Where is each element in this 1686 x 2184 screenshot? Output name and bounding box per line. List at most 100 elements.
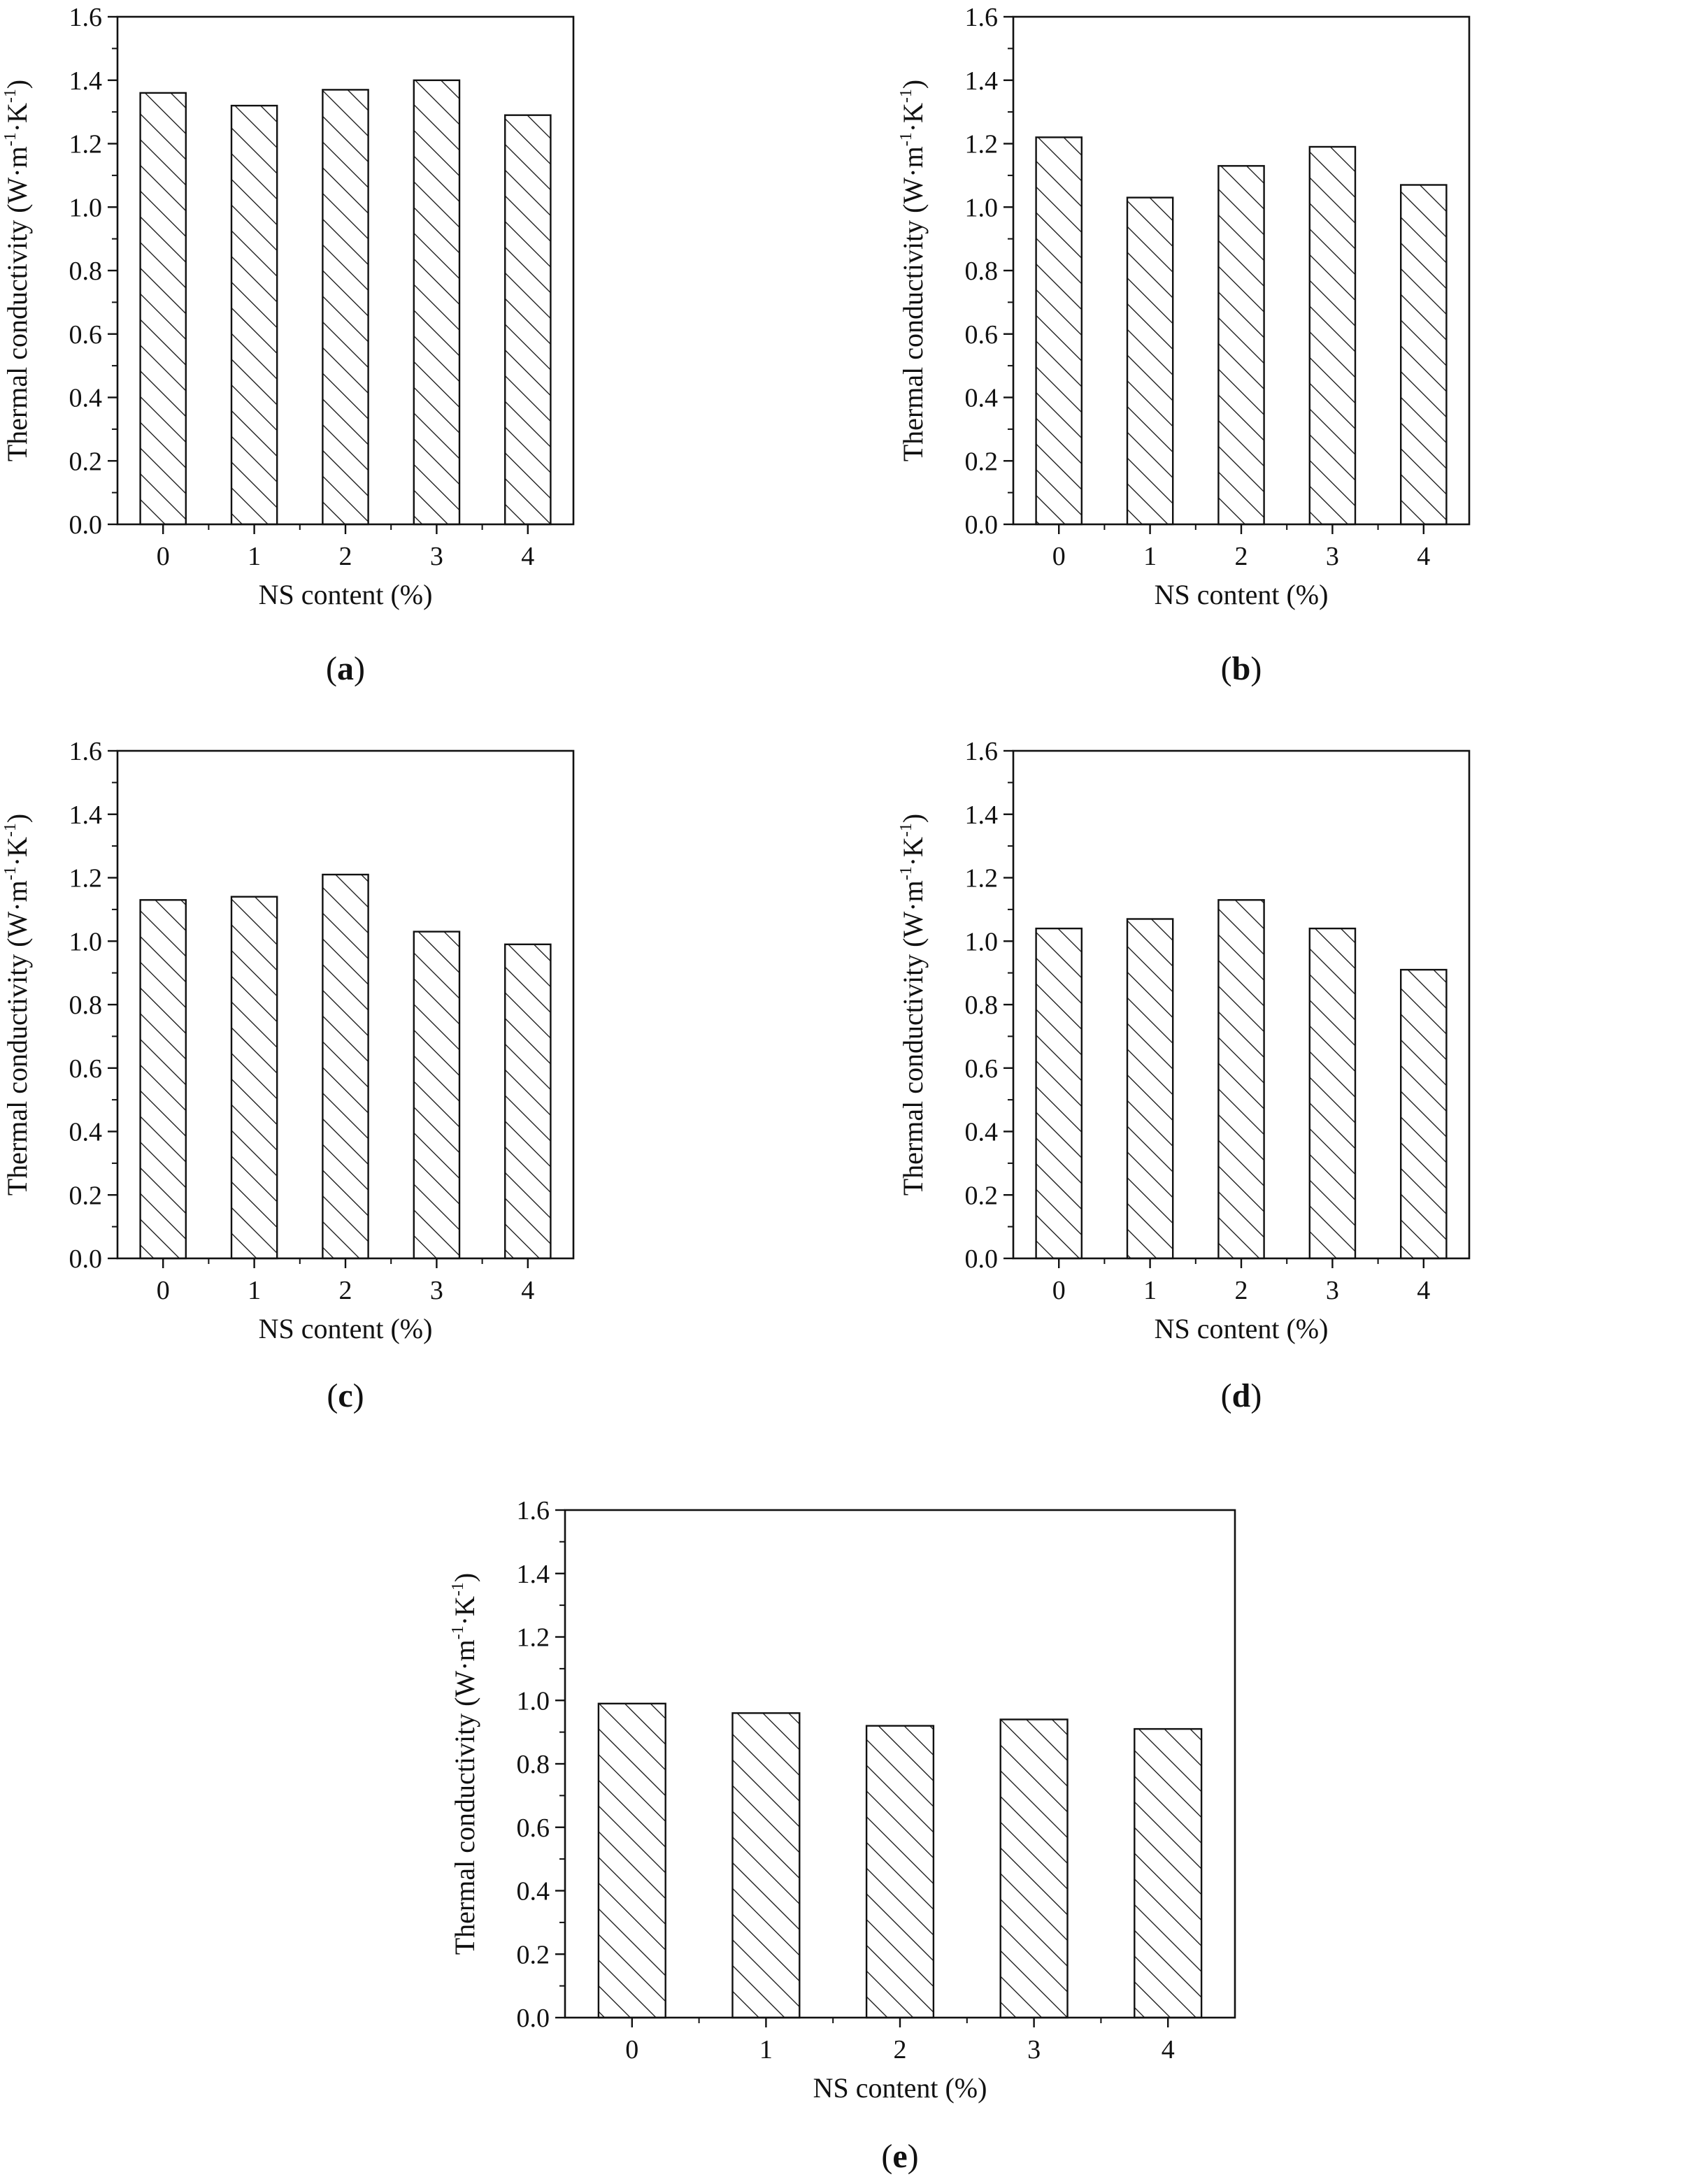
y-tick-label: 1.4 bbox=[69, 66, 103, 96]
y-tick-label: 0.0 bbox=[965, 1244, 999, 1274]
chart-panel-c: 0.0 0.2 0.4 0.6 0.8 1.0 1.2 1.4 1.6 0 1 2 3 4 NS conte… bbox=[1, 737, 575, 1414]
bar-4 bbox=[1134, 1727, 1203, 2019]
chart-panel-e: 0.0 0.2 0.4 0.6 0.8 1.0 1.2 1.4 1.6 0 1 2 3 4 NS conte… bbox=[449, 1496, 1236, 2175]
x-tick-label: 0 bbox=[157, 542, 170, 571]
x-tick-label: 2 bbox=[1235, 542, 1248, 571]
y-tick-label: 1.6 bbox=[69, 3, 103, 32]
x-tick-label: 2 bbox=[894, 2035, 907, 2064]
x-tick-label: 0 bbox=[625, 2035, 638, 2064]
y-tick-label: 1.2 bbox=[69, 130, 103, 159]
bar-4 bbox=[504, 943, 552, 1260]
x-axis-label: NS content (%) bbox=[259, 1313, 433, 1344]
x-tick-label: 0 bbox=[1052, 542, 1066, 571]
bar-2 bbox=[1217, 165, 1265, 526]
bar-3 bbox=[1308, 927, 1357, 1260]
x-tick-label: 4 bbox=[521, 542, 534, 571]
y-tick-label: 0.6 bbox=[517, 1813, 550, 1843]
x-axis-label: NS content (%) bbox=[1155, 579, 1329, 610]
x-tick-label: 3 bbox=[1326, 542, 1339, 571]
bar-4 bbox=[1399, 184, 1448, 526]
y-tick-label: 0.4 bbox=[965, 1118, 999, 1147]
y-tick-label: 1.0 bbox=[69, 927, 103, 956]
y-tick-label: 0.2 bbox=[965, 1181, 999, 1210]
y-tick-label: 0.4 bbox=[69, 1118, 103, 1147]
panel-label-d: (d) bbox=[1221, 1377, 1262, 1414]
y-tick-label: 0.2 bbox=[69, 1181, 103, 1210]
x-tick-label: 4 bbox=[521, 1276, 534, 1305]
y-tick-label: 1.0 bbox=[965, 927, 999, 956]
x-axis-label: NS content (%) bbox=[1155, 1313, 1329, 1344]
y-tick-label: 0.8 bbox=[965, 991, 999, 1020]
x-tick-label: 0 bbox=[1052, 1276, 1066, 1305]
bar-1 bbox=[1126, 918, 1174, 1260]
bar-3 bbox=[1308, 145, 1357, 526]
x-tick-label: 4 bbox=[1417, 1276, 1430, 1305]
chart-panel-b: 0.0 0.2 0.4 0.6 0.8 1.0 1.2 1.4 1.6 0 1 2 3 4 NS conte… bbox=[897, 3, 1471, 687]
x-tick-label: 2 bbox=[339, 542, 352, 571]
y-tick-label: 0.8 bbox=[517, 1750, 550, 1779]
bar-0 bbox=[139, 899, 187, 1260]
y-tick-label: 0.2 bbox=[69, 447, 103, 476]
y-tick-label: 1.0 bbox=[69, 193, 103, 222]
x-axis-label: NS content (%) bbox=[259, 579, 433, 610]
bar-1 bbox=[230, 104, 278, 526]
y-axis-label: Thermal conductivity (W·m-1·K-1) bbox=[897, 814, 929, 1196]
y-axis-label: Thermal conductivity (W·m-1·K-1) bbox=[1, 80, 33, 462]
y-tick-label: 0.0 bbox=[69, 510, 103, 540]
x-tick-label: 3 bbox=[1326, 1276, 1339, 1305]
y-tick-label: 0.8 bbox=[69, 257, 103, 286]
y-tick-label: 1.2 bbox=[517, 1623, 550, 1653]
y-tick-label: 0.6 bbox=[965, 320, 999, 350]
y-tick-label: 1.6 bbox=[965, 3, 999, 32]
bar-4 bbox=[504, 114, 552, 526]
x-tick-label: 0 bbox=[157, 1276, 170, 1305]
x-tick-label: 2 bbox=[339, 1276, 352, 1305]
y-tick-label: 1.0 bbox=[517, 1686, 550, 1716]
bar-0 bbox=[597, 1702, 666, 2019]
panel-label-c: (c) bbox=[327, 1377, 364, 1414]
y-axis-label: Thermal conductivity (W·m-1·K-1) bbox=[449, 1573, 480, 1955]
y-tick-label: 0.0 bbox=[965, 510, 999, 540]
y-tick-label: 0.8 bbox=[69, 991, 103, 1020]
x-axis-label: NS content (%) bbox=[813, 2072, 987, 2104]
y-tick-label: 1.4 bbox=[965, 66, 999, 96]
y-tick-label: 0.2 bbox=[517, 1940, 550, 1969]
y-tick-label: 1.6 bbox=[965, 737, 999, 766]
y-tick-label: 1.2 bbox=[965, 130, 999, 159]
y-tick-label: 1.6 bbox=[517, 1496, 550, 1525]
chart-panel-d: 0.0 0.2 0.4 0.6 0.8 1.0 1.2 1.4 1.6 0 1 2 3 4 NS conte… bbox=[897, 737, 1471, 1414]
bar-1 bbox=[1126, 196, 1174, 526]
chart-panel-a: 0.0 0.2 0.4 0.6 0.8 1.0 1.2 1.4 1.6 0 1 2 3 4 NS conte… bbox=[1, 3, 575, 687]
bar-0 bbox=[1035, 136, 1083, 526]
y-tick-label: 0.6 bbox=[965, 1054, 999, 1084]
x-tick-label: 3 bbox=[430, 1276, 443, 1305]
bar-0 bbox=[139, 92, 187, 526]
bar-2 bbox=[322, 89, 369, 526]
bar-2 bbox=[322, 873, 369, 1260]
x-tick-label: 1 bbox=[248, 542, 261, 571]
x-tick-label: 4 bbox=[1417, 542, 1430, 571]
x-tick-label: 1 bbox=[759, 2035, 773, 2064]
y-tick-label: 0.0 bbox=[517, 2004, 550, 2033]
y-tick-label: 1.4 bbox=[69, 800, 103, 830]
y-tick-label: 0.4 bbox=[965, 384, 999, 413]
bar-2 bbox=[1217, 899, 1265, 1260]
bar-2 bbox=[865, 1725, 935, 2019]
x-tick-label: 1 bbox=[1143, 1276, 1157, 1305]
x-tick-label: 4 bbox=[1162, 2035, 1175, 2064]
x-tick-label: 3 bbox=[430, 542, 443, 571]
panel-label-b: (b) bbox=[1221, 650, 1262, 687]
bar-0 bbox=[1035, 927, 1083, 1260]
bar-1 bbox=[230, 896, 278, 1260]
bar-3 bbox=[413, 79, 461, 526]
x-tick-label: 3 bbox=[1027, 2035, 1041, 2064]
y-tick-label: 0.4 bbox=[517, 1877, 550, 1906]
y-tick-label: 0.6 bbox=[69, 320, 103, 350]
bar-3 bbox=[413, 931, 461, 1260]
y-tick-label: 0.4 bbox=[69, 384, 103, 413]
y-tick-label: 1.4 bbox=[965, 800, 999, 830]
panel-label-a: (a) bbox=[326, 650, 365, 687]
y-tick-label: 1.2 bbox=[69, 864, 103, 893]
y-axis-label: Thermal conductivity (W·m-1·K-1) bbox=[897, 80, 929, 462]
bar-3 bbox=[999, 1718, 1069, 2019]
